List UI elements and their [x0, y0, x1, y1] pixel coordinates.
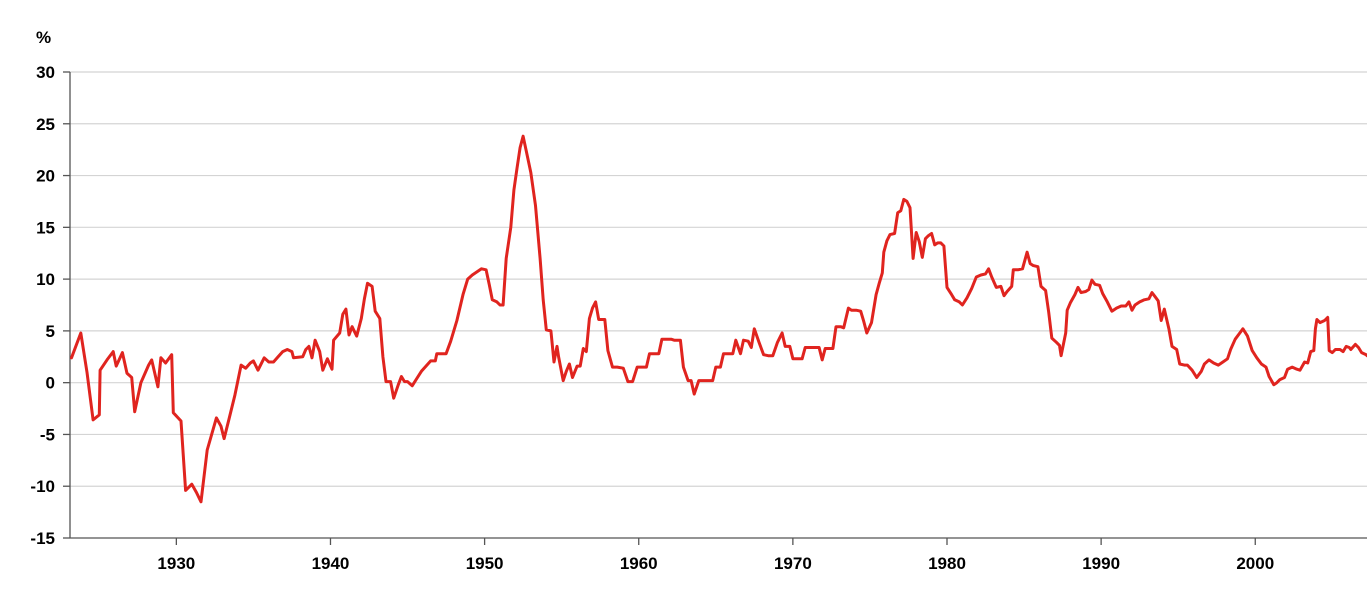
series-line [70, 134, 1367, 504]
y-tick-label: 25 [36, 115, 55, 134]
y-axis-unit-label: % [36, 28, 51, 47]
y-axis-ticks: 30 25 20 15 10 5 0 -5 -10 -15 [30, 63, 70, 548]
x-tick-label: 1940 [312, 554, 350, 573]
y-tick-label: 10 [36, 270, 55, 289]
x-tick-label: 1950 [466, 554, 504, 573]
y-tick-label: 0 [46, 374, 55, 393]
y-tick-label: 5 [46, 322, 55, 341]
x-tick-label: 2000 [1236, 554, 1274, 573]
y-tick-label: 30 [36, 63, 55, 82]
y-tick-label: -10 [30, 477, 55, 496]
x-tick-label: 1930 [157, 554, 195, 573]
x-tick-label: 1970 [774, 554, 812, 573]
x-axis-ticks: 1930 1940 1950 1960 1970 1980 1990 2000 [157, 538, 1274, 573]
y-tick-label: 15 [36, 218, 55, 237]
x-tick-label: 1990 [1082, 554, 1120, 573]
y-tick-label: -15 [30, 529, 55, 548]
x-tick-label: 1960 [620, 554, 658, 573]
gridlines [70, 71, 1367, 487]
x-tick-label: 1980 [928, 554, 966, 573]
series-layer [70, 134, 1367, 504]
y-tick-label: 20 [36, 167, 55, 186]
y-tick-label: -5 [40, 425, 55, 444]
